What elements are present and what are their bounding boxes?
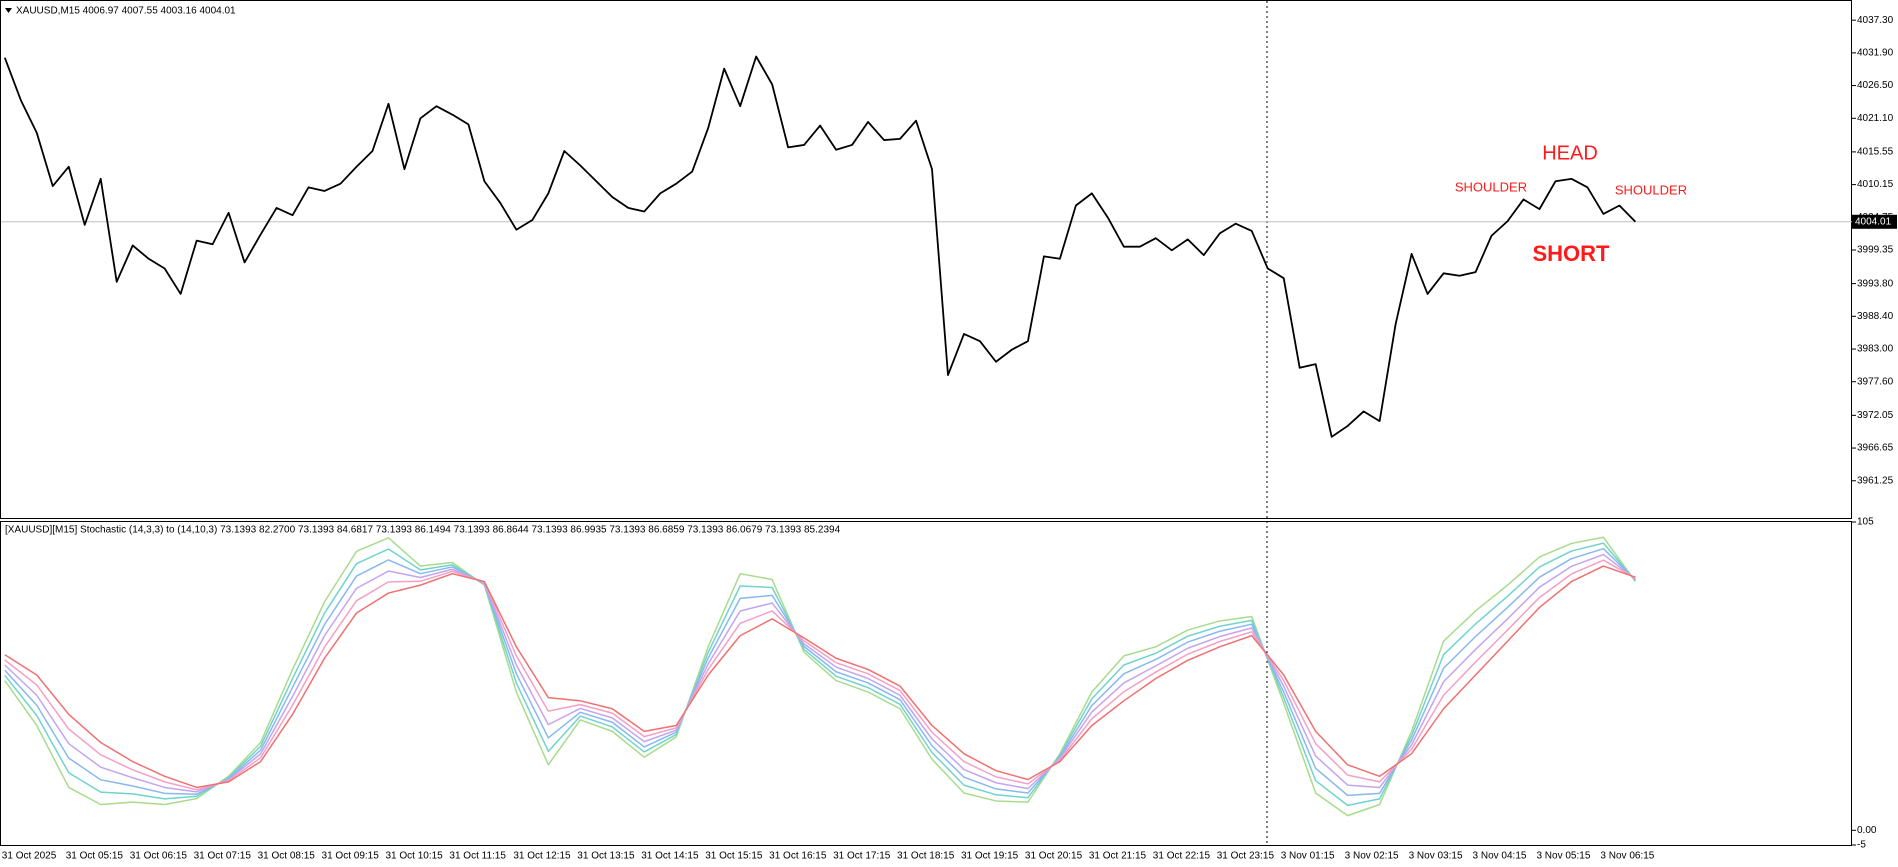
line bbox=[4, 547, 1636, 797]
y-tick-label: 4015.55 bbox=[1857, 147, 1894, 158]
x-tick-label: 3 Nov 06:15 bbox=[1600, 851, 1654, 862]
y-tick-label: 3972.05 bbox=[1857, 410, 1894, 421]
x-tick-label: 3 Nov 03:15 bbox=[1409, 851, 1463, 862]
x-tick-label: 31 Oct 17:15 bbox=[833, 851, 891, 862]
x-tick-label: 31 Oct 19:15 bbox=[961, 851, 1019, 862]
annotation: SHOULDER bbox=[1455, 179, 1527, 194]
x-tick-label: 31 Oct 21:15 bbox=[1089, 851, 1147, 862]
annotation: HEAD bbox=[1542, 142, 1598, 164]
line bbox=[4, 559, 1636, 791]
x-tick-label: 3 Nov 02:15 bbox=[1345, 851, 1399, 862]
x-tick-label: 31 Oct 23:15 bbox=[1217, 851, 1275, 862]
x-tick-label: 31 Oct 10:15 bbox=[385, 851, 443, 862]
x-tick-label: 31 Oct 07:15 bbox=[194, 851, 252, 862]
y-tick-label: 4021.10 bbox=[1857, 113, 1894, 124]
x-tick-label: 31 Oct 22:15 bbox=[1153, 851, 1211, 862]
y-tick-label: 3977.60 bbox=[1857, 376, 1894, 387]
y-tick-label: 3966.65 bbox=[1857, 443, 1894, 454]
y-tick-label: 3988.40 bbox=[1857, 311, 1894, 322]
y-tick-label: 0.00 bbox=[1857, 825, 1877, 836]
current-price-label: 4004.01 bbox=[1855, 216, 1892, 227]
price-header: XAUUSD,M15 4006.97 4007.55 4003.16 4004.… bbox=[16, 6, 236, 17]
x-tick-label: 31 Oct 12:15 bbox=[513, 851, 571, 862]
annotation: SHORT bbox=[1533, 241, 1611, 266]
x-tick-label: 3 Nov 05:15 bbox=[1536, 851, 1590, 862]
x-tick-label: 31 Oct 18:15 bbox=[897, 851, 955, 862]
y-tick-label: 4037.30 bbox=[1857, 15, 1894, 26]
x-tick-label: 3 Nov 01:15 bbox=[1281, 851, 1335, 862]
y-tick-label: 105 bbox=[1857, 517, 1874, 528]
line bbox=[4, 553, 1636, 793]
x-tick-label: 31 Oct 2025 bbox=[2, 851, 57, 862]
menu-arrow bbox=[5, 8, 12, 13]
current-price-box bbox=[1852, 214, 1897, 229]
x-tick-label: 31 Oct 20:15 bbox=[1025, 851, 1083, 862]
stochastic-pane bbox=[0, 521, 1852, 846]
price-pane bbox=[0, 0, 1852, 519]
x-tick-label: 31 Oct 09:15 bbox=[322, 851, 380, 862]
y-tick-label: 4010.15 bbox=[1857, 179, 1894, 190]
y-tick-label: 4031.90 bbox=[1857, 48, 1894, 59]
x-tick-label: 3 Nov 04:15 bbox=[1473, 851, 1527, 862]
y-tick-label: 3961.25 bbox=[1857, 475, 1894, 486]
line bbox=[4, 565, 1636, 789]
stochastic-header: [XAUUSD][M15] Stochastic (14,3,3) to (14… bbox=[5, 525, 841, 536]
line bbox=[4, 536, 1637, 817]
x-tick-label: 31 Oct 05:15 bbox=[66, 851, 124, 862]
x-tick-label: 31 Oct 14:15 bbox=[641, 851, 699, 862]
x-tick-label: 31 Oct 11:15 bbox=[449, 851, 506, 862]
x-tick-label: 31 Oct 08:15 bbox=[258, 851, 316, 862]
x-tick-label: 31 Oct 16:15 bbox=[769, 851, 827, 862]
y-tick-label: 3999.35 bbox=[1857, 245, 1894, 256]
y-tick-label: -5 bbox=[1857, 840, 1866, 851]
x-tick-label: 31 Oct 15:15 bbox=[705, 851, 763, 862]
line bbox=[3, 55, 1637, 438]
y-tick-label: 3983.00 bbox=[1857, 344, 1894, 355]
line bbox=[4, 542, 1636, 807]
annotation: SHOULDER bbox=[1615, 182, 1687, 197]
y-tick-label: 3993.80 bbox=[1857, 278, 1894, 289]
x-tick-label: 31 Oct 13:15 bbox=[577, 851, 635, 862]
x-tick-label: 31 Oct 06:15 bbox=[130, 851, 188, 862]
y-tick-label: 4026.50 bbox=[1857, 80, 1894, 91]
